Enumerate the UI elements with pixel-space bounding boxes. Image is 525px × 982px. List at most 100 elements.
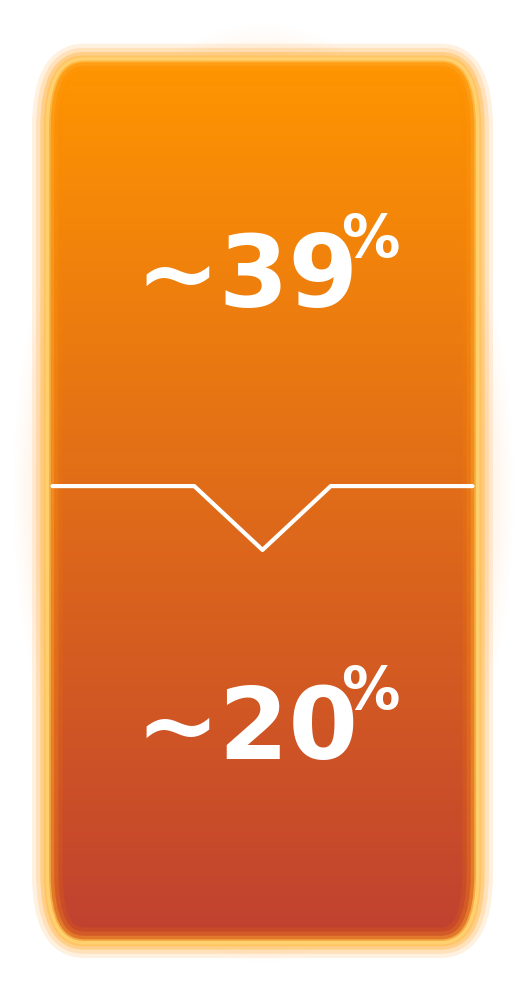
Polygon shape	[47, 271, 478, 274]
Polygon shape	[47, 572, 478, 574]
Polygon shape	[47, 233, 478, 236]
Polygon shape	[47, 516, 478, 518]
Polygon shape	[47, 498, 478, 501]
Polygon shape	[47, 236, 478, 239]
Polygon shape	[47, 922, 478, 925]
Polygon shape	[47, 165, 478, 168]
Polygon shape	[47, 309, 478, 312]
Polygon shape	[47, 554, 478, 557]
Polygon shape	[47, 203, 478, 206]
Polygon shape	[47, 616, 478, 619]
Polygon shape	[47, 580, 478, 583]
Polygon shape	[47, 548, 478, 551]
Polygon shape	[47, 542, 478, 545]
Polygon shape	[47, 816, 478, 819]
Polygon shape	[47, 622, 478, 625]
Polygon shape	[47, 654, 478, 657]
Polygon shape	[47, 569, 478, 572]
Polygon shape	[47, 277, 478, 280]
Polygon shape	[47, 731, 478, 734]
Polygon shape	[47, 804, 478, 807]
Polygon shape	[47, 418, 478, 421]
Text: %: %	[341, 664, 400, 721]
Polygon shape	[47, 398, 478, 401]
Polygon shape	[47, 533, 478, 536]
Polygon shape	[47, 147, 478, 150]
Polygon shape	[47, 292, 478, 295]
Polygon shape	[47, 103, 478, 106]
Polygon shape	[47, 619, 478, 622]
Polygon shape	[47, 442, 478, 445]
Polygon shape	[47, 645, 478, 648]
Polygon shape	[47, 607, 478, 610]
Polygon shape	[47, 424, 478, 427]
Polygon shape	[47, 748, 478, 751]
Polygon shape	[47, 798, 478, 801]
Polygon shape	[47, 68, 478, 71]
Polygon shape	[47, 298, 478, 300]
Polygon shape	[47, 707, 478, 710]
Polygon shape	[47, 262, 478, 265]
Polygon shape	[47, 121, 478, 124]
Polygon shape	[47, 940, 478, 943]
Polygon shape	[47, 197, 478, 200]
Polygon shape	[47, 471, 478, 474]
Polygon shape	[47, 763, 478, 766]
Polygon shape	[47, 893, 478, 896]
Polygon shape	[47, 253, 478, 256]
Polygon shape	[47, 345, 478, 348]
Polygon shape	[47, 88, 478, 91]
Polygon shape	[47, 303, 478, 306]
Polygon shape	[47, 409, 478, 412]
Polygon shape	[47, 846, 478, 848]
Polygon shape	[47, 71, 478, 74]
Polygon shape	[47, 127, 478, 130]
Polygon shape	[47, 324, 478, 327]
Polygon shape	[47, 875, 478, 878]
Polygon shape	[47, 380, 478, 383]
Polygon shape	[47, 648, 478, 651]
Polygon shape	[47, 754, 478, 757]
Polygon shape	[47, 404, 478, 407]
Polygon shape	[47, 521, 478, 524]
Polygon shape	[47, 407, 478, 409]
Polygon shape	[47, 689, 478, 692]
Polygon shape	[47, 510, 478, 513]
Polygon shape	[47, 566, 478, 569]
Polygon shape	[47, 59, 478, 62]
Polygon shape	[47, 85, 478, 88]
Polygon shape	[47, 795, 478, 798]
Polygon shape	[47, 695, 478, 698]
Polygon shape	[47, 916, 478, 919]
Polygon shape	[47, 221, 478, 224]
Polygon shape	[47, 589, 478, 592]
Polygon shape	[47, 480, 478, 483]
Polygon shape	[47, 840, 478, 843]
Polygon shape	[47, 97, 478, 100]
Polygon shape	[47, 159, 478, 162]
Polygon shape	[47, 801, 478, 804]
Polygon shape	[47, 330, 478, 333]
Polygon shape	[47, 642, 478, 645]
Polygon shape	[47, 586, 478, 589]
Polygon shape	[47, 245, 478, 247]
Polygon shape	[47, 286, 478, 289]
Polygon shape	[47, 280, 478, 283]
Polygon shape	[47, 300, 478, 303]
Polygon shape	[47, 513, 478, 516]
Polygon shape	[47, 463, 478, 465]
Polygon shape	[47, 112, 478, 115]
Text: %: %	[341, 212, 400, 269]
Polygon shape	[47, 212, 478, 215]
Polygon shape	[47, 601, 478, 604]
Polygon shape	[47, 636, 478, 639]
Polygon shape	[47, 904, 478, 907]
Polygon shape	[47, 813, 478, 816]
Polygon shape	[47, 583, 478, 586]
Text: ~20: ~20	[135, 683, 358, 780]
Polygon shape	[47, 191, 478, 194]
Polygon shape	[47, 901, 478, 904]
Polygon shape	[47, 551, 478, 554]
Polygon shape	[47, 486, 478, 489]
Polygon shape	[47, 899, 478, 901]
